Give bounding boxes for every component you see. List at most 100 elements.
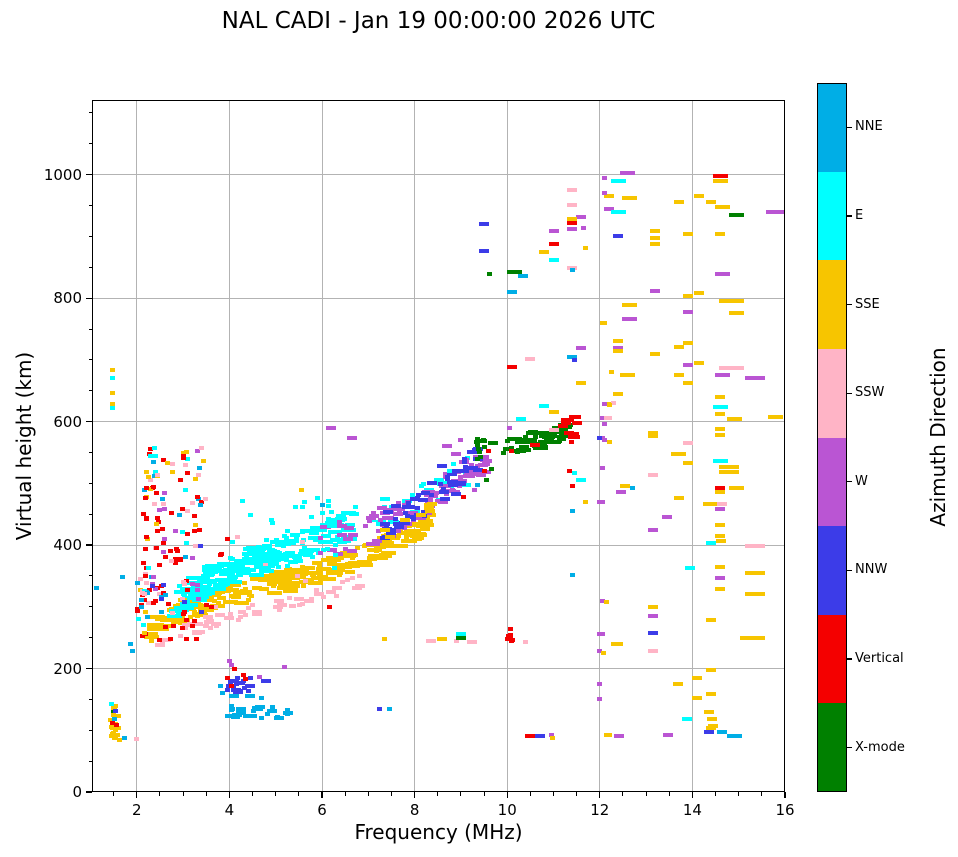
- x-minor-tick: [668, 792, 670, 796]
- data-point: [613, 349, 624, 354]
- data-point: [504, 438, 510, 443]
- data-point: [467, 639, 478, 644]
- data-point: [443, 491, 449, 496]
- data-point: [198, 609, 204, 614]
- data-point: [156, 562, 162, 567]
- data-point: [177, 583, 183, 588]
- data-point: [415, 506, 421, 511]
- data-point: [570, 268, 576, 273]
- data-point: [331, 523, 337, 528]
- data-point: [141, 511, 147, 516]
- plot-area: [92, 100, 785, 792]
- data-point: [347, 436, 358, 441]
- data-point: [313, 587, 319, 592]
- x-minor-tick: [460, 792, 462, 796]
- data-point: [506, 365, 517, 370]
- data-point: [611, 401, 617, 406]
- data-point: [613, 345, 624, 350]
- data-point: [309, 596, 315, 601]
- data-point: [166, 614, 182, 619]
- y-tick-label: 1000: [43, 165, 82, 184]
- data-point: [252, 554, 263, 559]
- data-point: [247, 513, 253, 518]
- data-point: [212, 605, 218, 609]
- data-point: [140, 622, 146, 627]
- data-point: [375, 529, 381, 534]
- data-point: [321, 534, 332, 539]
- data-point: [404, 514, 410, 519]
- y-minor-tick: [88, 451, 92, 453]
- data-point: [416, 492, 422, 497]
- data-point: [369, 513, 380, 518]
- data-point: [195, 473, 201, 478]
- data-point: [184, 579, 190, 584]
- data-point: [278, 574, 294, 579]
- data-point: [180, 529, 186, 534]
- data-point: [301, 583, 307, 588]
- data-point: [154, 617, 170, 622]
- data-point: [147, 446, 153, 451]
- data-point: [336, 514, 347, 519]
- x-tick-label: 4: [224, 801, 235, 819]
- data-point: [488, 467, 494, 472]
- data-point: [327, 605, 333, 610]
- data-point: [386, 706, 392, 711]
- data-point: [211, 621, 222, 626]
- data-point: [172, 560, 178, 565]
- data-point: [258, 586, 269, 591]
- data-point: [237, 610, 243, 615]
- x-major-tick: [228, 792, 230, 798]
- data-point: [525, 734, 536, 739]
- data-point: [694, 194, 705, 199]
- data-point: [597, 681, 603, 686]
- data-point: [597, 697, 603, 702]
- data-point: [518, 273, 529, 278]
- data-point: [300, 575, 306, 580]
- data-point: [337, 532, 348, 537]
- data-point: [194, 595, 210, 600]
- data-point: [149, 614, 165, 619]
- colorbar-tick: [847, 658, 852, 660]
- data-point: [154, 473, 160, 478]
- data-point: [276, 608, 282, 613]
- data-point: [248, 557, 264, 562]
- y-minor-tick: [88, 359, 92, 361]
- data-point: [620, 170, 636, 175]
- data-point: [145, 614, 151, 619]
- y-minor-tick: [88, 235, 92, 237]
- data-point: [112, 717, 118, 722]
- data-point: [289, 533, 300, 538]
- data-point: [234, 680, 245, 685]
- data-point: [673, 200, 684, 205]
- data-point: [136, 617, 142, 622]
- data-point: [151, 574, 157, 579]
- y-major-tick: [86, 297, 92, 299]
- data-point: [650, 351, 661, 356]
- x-minor-tick: [390, 792, 392, 796]
- data-point: [692, 696, 703, 701]
- x-minor-tick: [715, 792, 717, 796]
- data-point: [196, 580, 207, 585]
- data-point: [648, 433, 659, 438]
- x-minor-tick: [529, 792, 531, 796]
- data-point: [717, 501, 728, 506]
- data-point: [681, 717, 692, 722]
- data-point: [682, 380, 693, 385]
- data-point: [298, 488, 304, 493]
- data-point: [245, 694, 256, 699]
- data-point: [648, 528, 659, 533]
- data-point: [433, 478, 444, 483]
- data-point: [259, 568, 275, 573]
- data-point: [139, 598, 145, 603]
- data-point: [113, 709, 119, 714]
- data-point: [170, 461, 176, 466]
- data-point: [188, 593, 199, 598]
- data-point: [456, 484, 462, 489]
- data-point: [248, 676, 254, 681]
- data-point: [597, 649, 603, 654]
- data-point: [336, 520, 342, 525]
- data-point: [183, 617, 189, 622]
- data-point: [228, 679, 234, 684]
- data-point: [375, 545, 386, 550]
- data-point: [715, 575, 726, 580]
